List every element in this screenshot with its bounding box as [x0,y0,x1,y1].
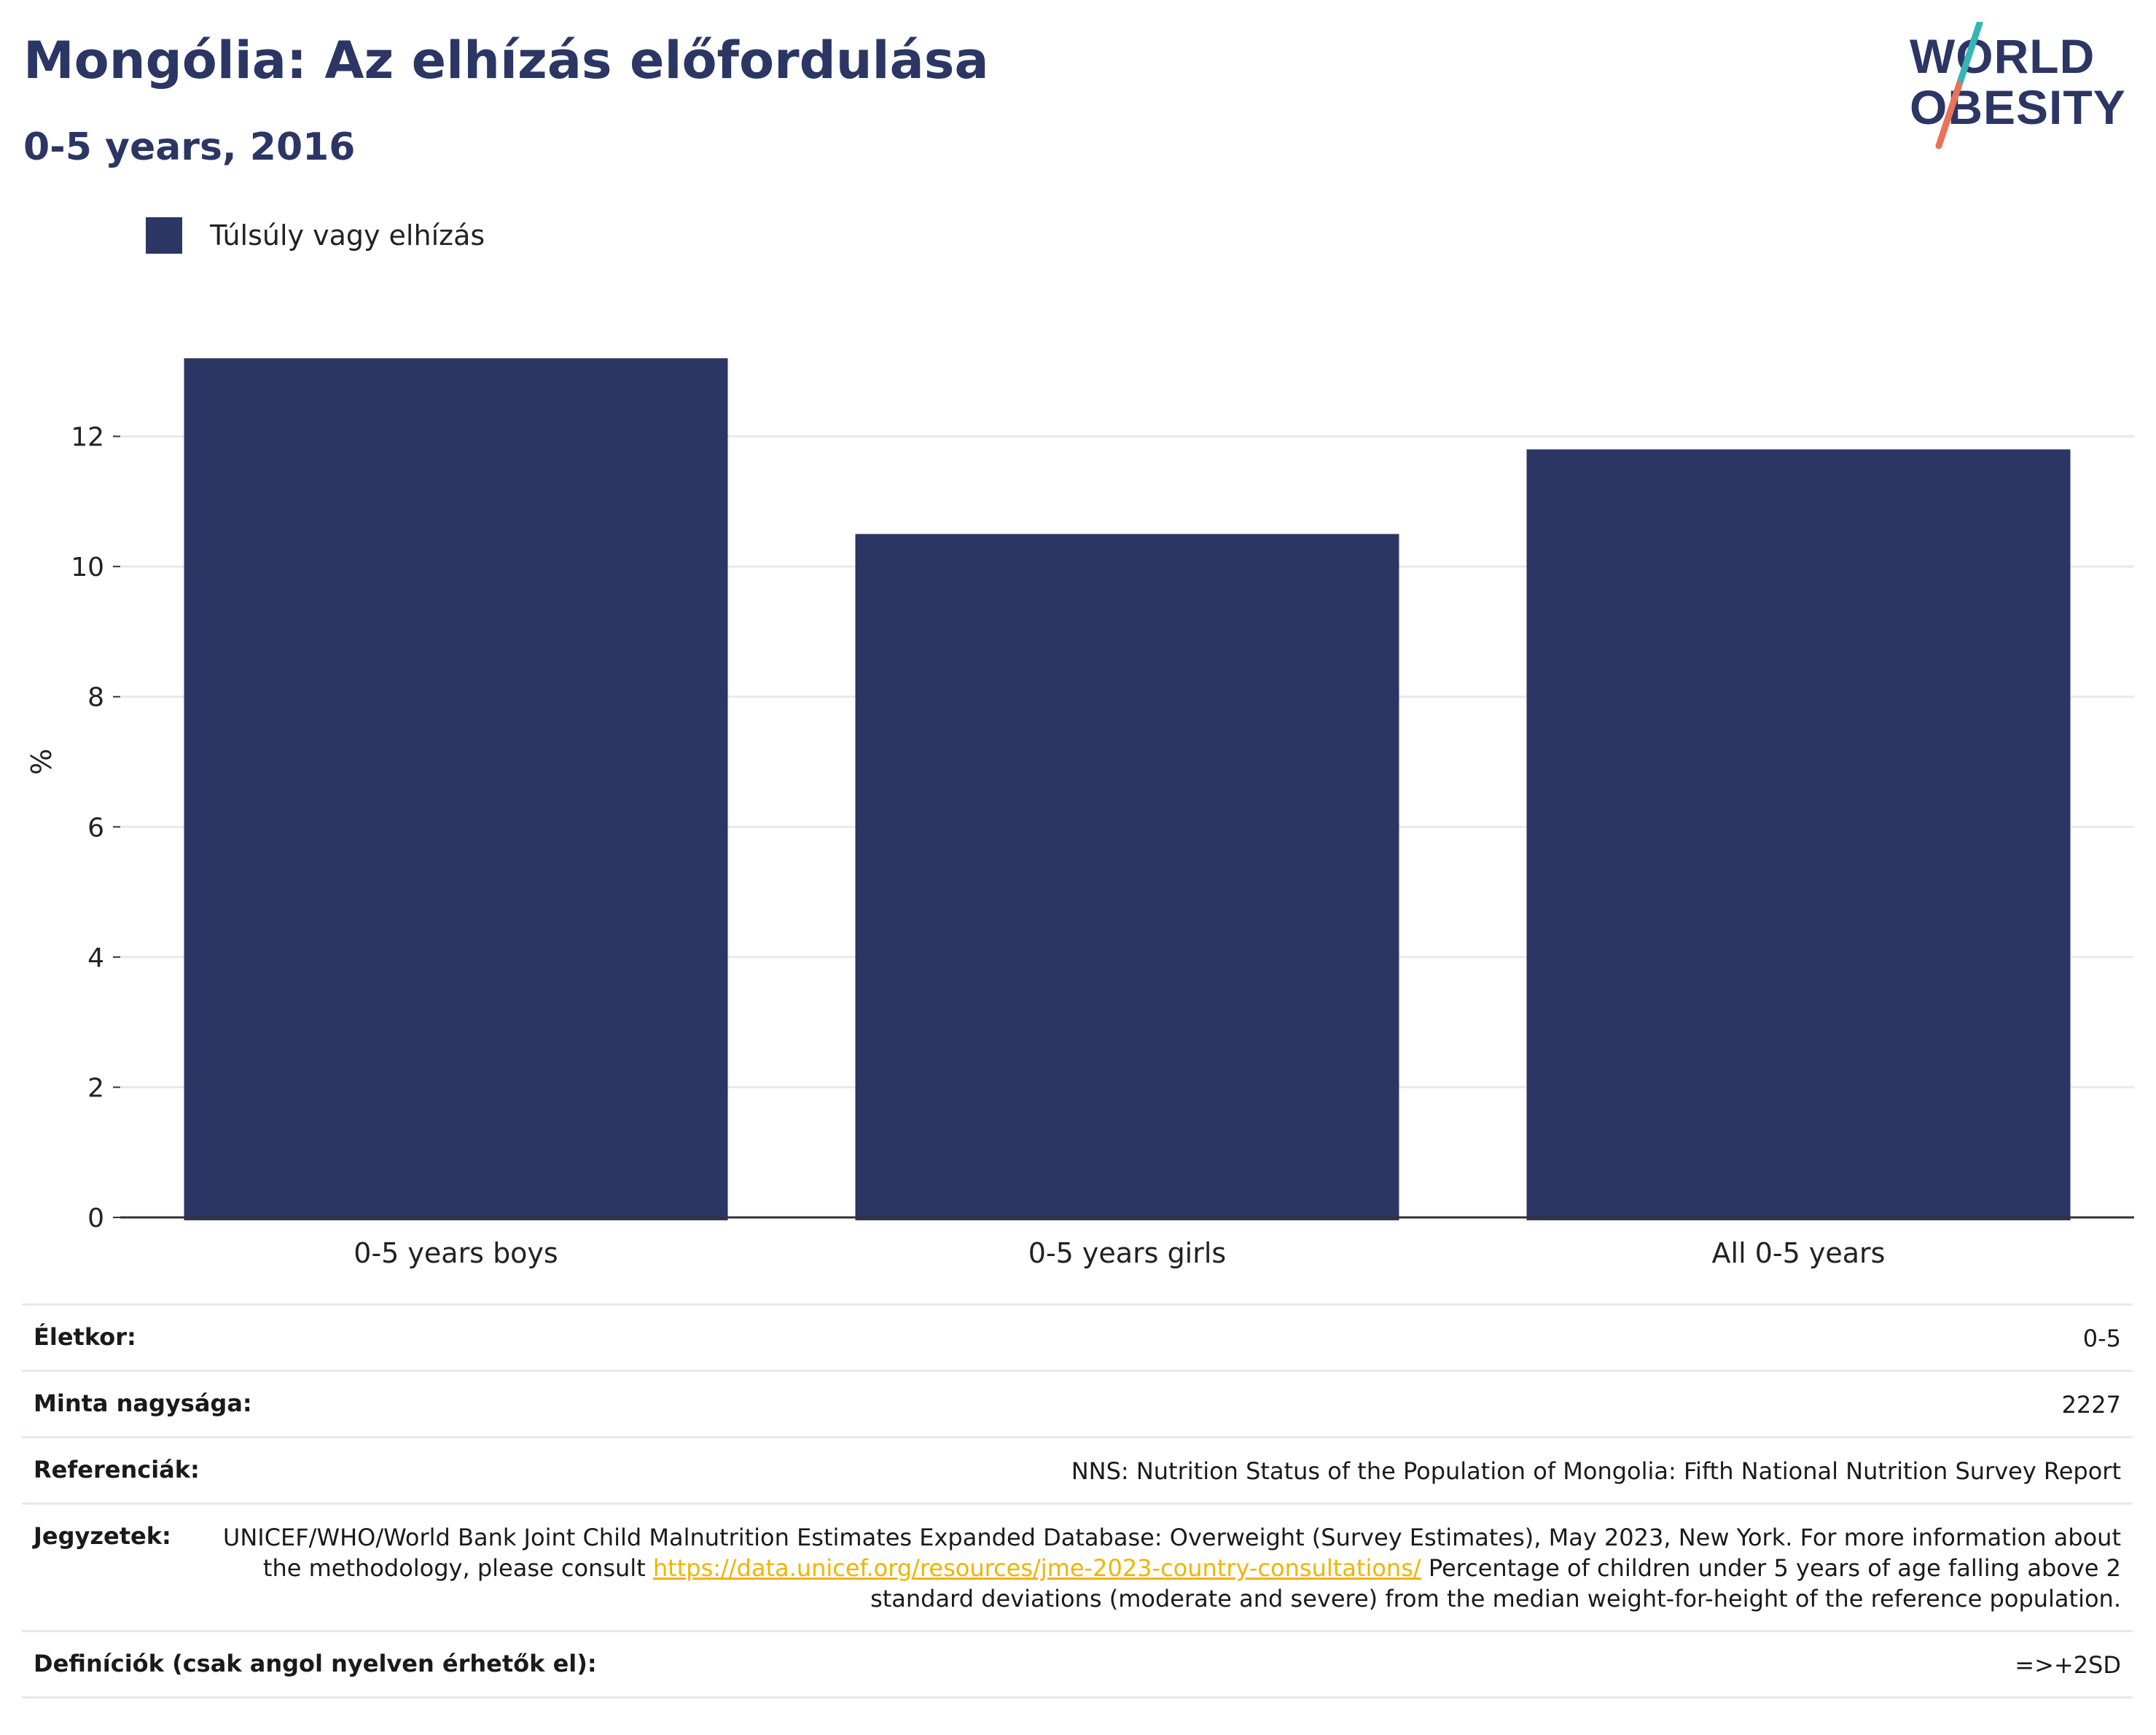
page-subtitle: 0-5 years, 2016 [23,125,356,169]
info-row-age: Életkor: 0-5 [22,1303,2133,1370]
sample-value: 2227 [2061,1391,2121,1419]
age-label: Életkor: [34,1323,136,1351]
info-row-definitions: Definíciók (csak angol nyelven érhetők e… [22,1630,2133,1699]
notes-text: UNICEF/WHO/World Bank Joint Child Malnut… [222,1524,2121,1582]
svg-text:WORLD: WORLD [1910,29,2095,83]
page-title: Mongólia: Az elhízás előfordulása [23,31,989,90]
y-axis-label: % [26,749,58,775]
y-tick-label: 12 [71,423,104,453]
bar [855,534,1399,1220]
bar [184,358,728,1220]
references-value: NNS: Nutrition Status of the Population … [1071,1457,2121,1485]
y-tick-label: 10 [71,553,104,582]
y-tick-label: 8 [87,683,104,713]
bar-chart: 0 2 4 6 8 10 12% 0-5 years boys 0-5 years girls A… [26,358,2134,1268]
y-tick-label: 0 [87,1204,104,1233]
x-tick-label: 0-5 years girls [1028,1237,1226,1268]
y-tick-label: 6 [87,813,104,843]
world-obesity-logo: WORLD OBESITY [1910,22,2125,149]
x-tick-label: All 0-5 years [1712,1237,1886,1268]
chart-legend: Túlsúly vagy elhízás [146,217,485,254]
notes-label: Jegyzetek: [34,1522,171,1550]
definitions-label: Definíciók (csak angol nyelven érhetők e… [34,1650,597,1677]
notes-text-after: Percentage of children under 5 years of … [870,1554,2121,1613]
info-row-notes: Jegyzetek: UNICEF/WHO/World Bank Joint C… [22,1502,2133,1630]
legend-label: Túlsúly vagy elhízás [210,219,485,252]
x-tick-label: 0-5 years boys [354,1237,558,1268]
bar [1526,449,2071,1220]
y-tick-label: 2 [87,1073,104,1103]
notes-value: UNICEF/WHO/World Bank Joint Child Malnut… [215,1522,2121,1614]
legend-swatch [146,217,182,254]
references-label: Referenciák: [34,1456,200,1483]
info-table: Életkor: 0-5 Minta nagysága: 2227 Refere… [22,1303,2133,1699]
info-row-sample: Minta nagysága: 2227 [22,1370,2133,1436]
definitions-value: =>+2SD [2015,1651,2121,1679]
info-row-references: Referenciák: NNS: Nutrition Status of th… [22,1436,2133,1502]
sample-label: Minta nagysága: [34,1389,252,1417]
age-value: 0-5 [2082,1325,2121,1352]
notes-link[interactable]: https://data.unicef.org/resources/jme-20… [652,1554,1421,1582]
y-tick-label: 4 [87,943,104,973]
